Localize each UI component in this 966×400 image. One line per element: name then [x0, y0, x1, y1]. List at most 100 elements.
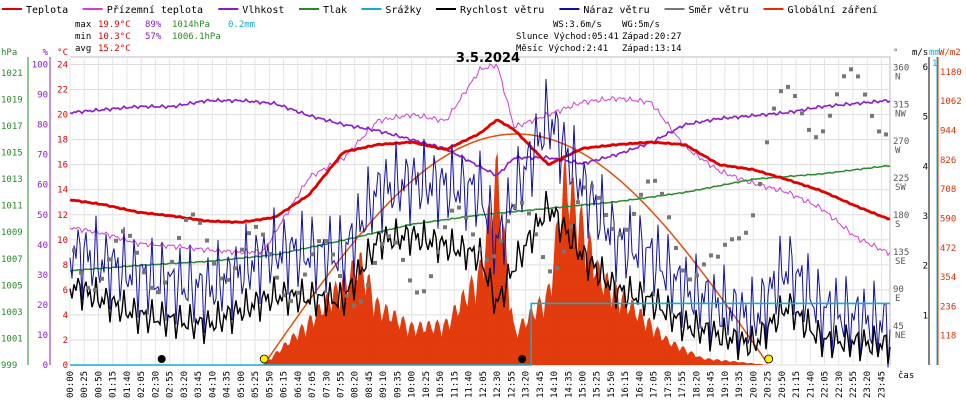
axis-tick-time: 20:25: [764, 371, 774, 398]
series-wind-dir-point: [128, 233, 132, 238]
series-theoretical-radiation: [262, 133, 769, 366]
series-rain-line: [70, 302, 890, 366]
series-wind-dir-point: [135, 250, 139, 255]
axis-tick-time: 16:40: [635, 371, 645, 398]
axis-tick-degc: 4: [63, 311, 68, 321]
axis-unit-hpa: hPa: [1, 48, 17, 58]
axis-tick-time: 05:50: [265, 371, 275, 398]
series-wind-dir-point: [590, 184, 594, 189]
axis-tick-degc: 0: [63, 361, 68, 371]
series-wind-dir-point: [835, 92, 839, 97]
axis-tick-dir: 90: [893, 285, 904, 295]
axis-tick-time: 19:35: [735, 371, 745, 398]
axis-tick-time: 09:35: [393, 371, 403, 398]
axis-tick-wm2: 354: [940, 273, 956, 283]
axis-tick-pct: 10: [37, 331, 48, 341]
series-wind-dir-point: [191, 212, 195, 217]
stat-min-hum: 57%: [145, 32, 162, 42]
legend-label: Vlhkost: [242, 5, 284, 16]
series-wind-dir-point: [464, 215, 468, 220]
series-wind-dir-point: [667, 215, 671, 220]
series-wind-dir-point: [303, 272, 307, 277]
stat-min-label: min: [75, 32, 91, 42]
series-wind-dir-point: [72, 248, 76, 253]
stat-max-press: 1014hPa: [172, 20, 210, 30]
series-wind-dir-point: [842, 74, 846, 79]
axis-tick-degc: 16: [57, 161, 68, 171]
legend-label: Tlak: [323, 5, 347, 16]
axis-tick-time: 09:10: [379, 371, 389, 398]
axis-tick-hpa: 1013: [1, 175, 23, 185]
axis-tick-time: 19:10: [721, 371, 731, 398]
axis-tick-time: 15:25: [593, 371, 603, 398]
series-wind-dir-point: [800, 111, 804, 116]
axis-tick-degc: 8: [63, 261, 68, 271]
series-wind-dir-point: [366, 283, 370, 288]
axis-tick-time: 16:15: [621, 371, 631, 398]
series-global-radiation-area: [263, 152, 769, 365]
series-wind-dir-point: [779, 89, 783, 94]
series-wind-dir-point: [100, 276, 104, 281]
series-wind-dir-point: [268, 252, 272, 257]
series-wind-dir-point: [744, 230, 748, 235]
axis-tick-hpa: 1017: [1, 122, 23, 132]
axis-tick-pct: 30: [37, 271, 48, 281]
axis-tick-time: 15:00: [579, 371, 589, 398]
axis-tick-time: 12:55: [507, 371, 517, 398]
axis-tick-dir: 315: [893, 100, 909, 110]
series-wind-dir-point: [870, 113, 874, 118]
series-wind-dir-point: [625, 227, 629, 232]
axis-tick-dir: 45: [893, 322, 904, 332]
axis-tick-pct: 80: [37, 121, 48, 131]
series-wind-dir-point: [429, 274, 433, 279]
series-wind-dir-point: [282, 293, 286, 298]
series-wind-dir-point: [79, 270, 83, 275]
series-wind-dir-point: [534, 232, 538, 237]
axis-unit-wm2: W/m2: [939, 48, 961, 58]
axis-unit-dir: °: [893, 48, 898, 58]
sunrise-marker-icon: [259, 354, 269, 364]
axis-tick-time: 20:50: [778, 371, 788, 398]
series-wind-dir-point: [828, 113, 832, 118]
axis-tick-ms: 6: [923, 63, 928, 73]
series-wind-dir-point: [695, 273, 699, 278]
axis-tick-time: 07:05: [308, 371, 318, 398]
axis-tick-time: 11:15: [450, 371, 460, 398]
axis-tick-dir: 135: [893, 248, 909, 258]
axis-tick-time: 08:20: [351, 371, 361, 398]
axis-tick-dir-label: SE: [895, 257, 906, 267]
chart-title: 3.5.2024: [456, 51, 520, 66]
series-wind-dir-point: [583, 185, 587, 190]
stat-avg-label: avg: [75, 44, 91, 54]
axis-tick-time: 21:40: [806, 371, 816, 398]
stat-max-rain: 0.2mm: [228, 20, 255, 30]
axis-unit-pct: %: [43, 48, 49, 58]
series-wind-dir-point: [289, 299, 293, 304]
stat-max-temp: 19.9°C: [98, 20, 131, 30]
axis-tick-time: 13:20: [522, 371, 532, 398]
axis-tick-hpa: 1011: [1, 202, 23, 212]
stat-avg-temp: 15.2°C: [98, 44, 131, 54]
series-wind-dir-point: [296, 290, 300, 295]
series-wind-dir-point: [513, 204, 517, 209]
series-wind-dir-point: [688, 277, 692, 282]
series-wind-dir-point: [352, 303, 356, 308]
axis-tick-time: 23:45: [877, 371, 887, 398]
axis-tick-hpa: 1007: [1, 255, 23, 265]
axis-tick-time: 18:45: [707, 371, 717, 398]
axis-tick-pct: 90: [37, 91, 48, 101]
axis-tick-degc: 22: [57, 86, 68, 96]
series-wind-dir-point: [401, 257, 405, 262]
series-gust-line: [69, 78, 891, 368]
series-wind-dir-point: [380, 242, 384, 247]
series-wind-dir-point: [702, 262, 706, 267]
series-wind-dir-point: [723, 242, 727, 247]
series-wind-dir-point: [163, 280, 167, 285]
axis-tick-time: 04:10: [208, 371, 218, 398]
series-wind-dir-point: [646, 179, 650, 184]
axis-tick-pct: 100: [32, 61, 48, 71]
axis-tick-time: 22:30: [835, 371, 845, 398]
axis-tick-time: 00:00: [66, 371, 76, 398]
axis-tick-mm: 1: [932, 59, 937, 69]
series-wind-dir-point: [863, 92, 867, 97]
